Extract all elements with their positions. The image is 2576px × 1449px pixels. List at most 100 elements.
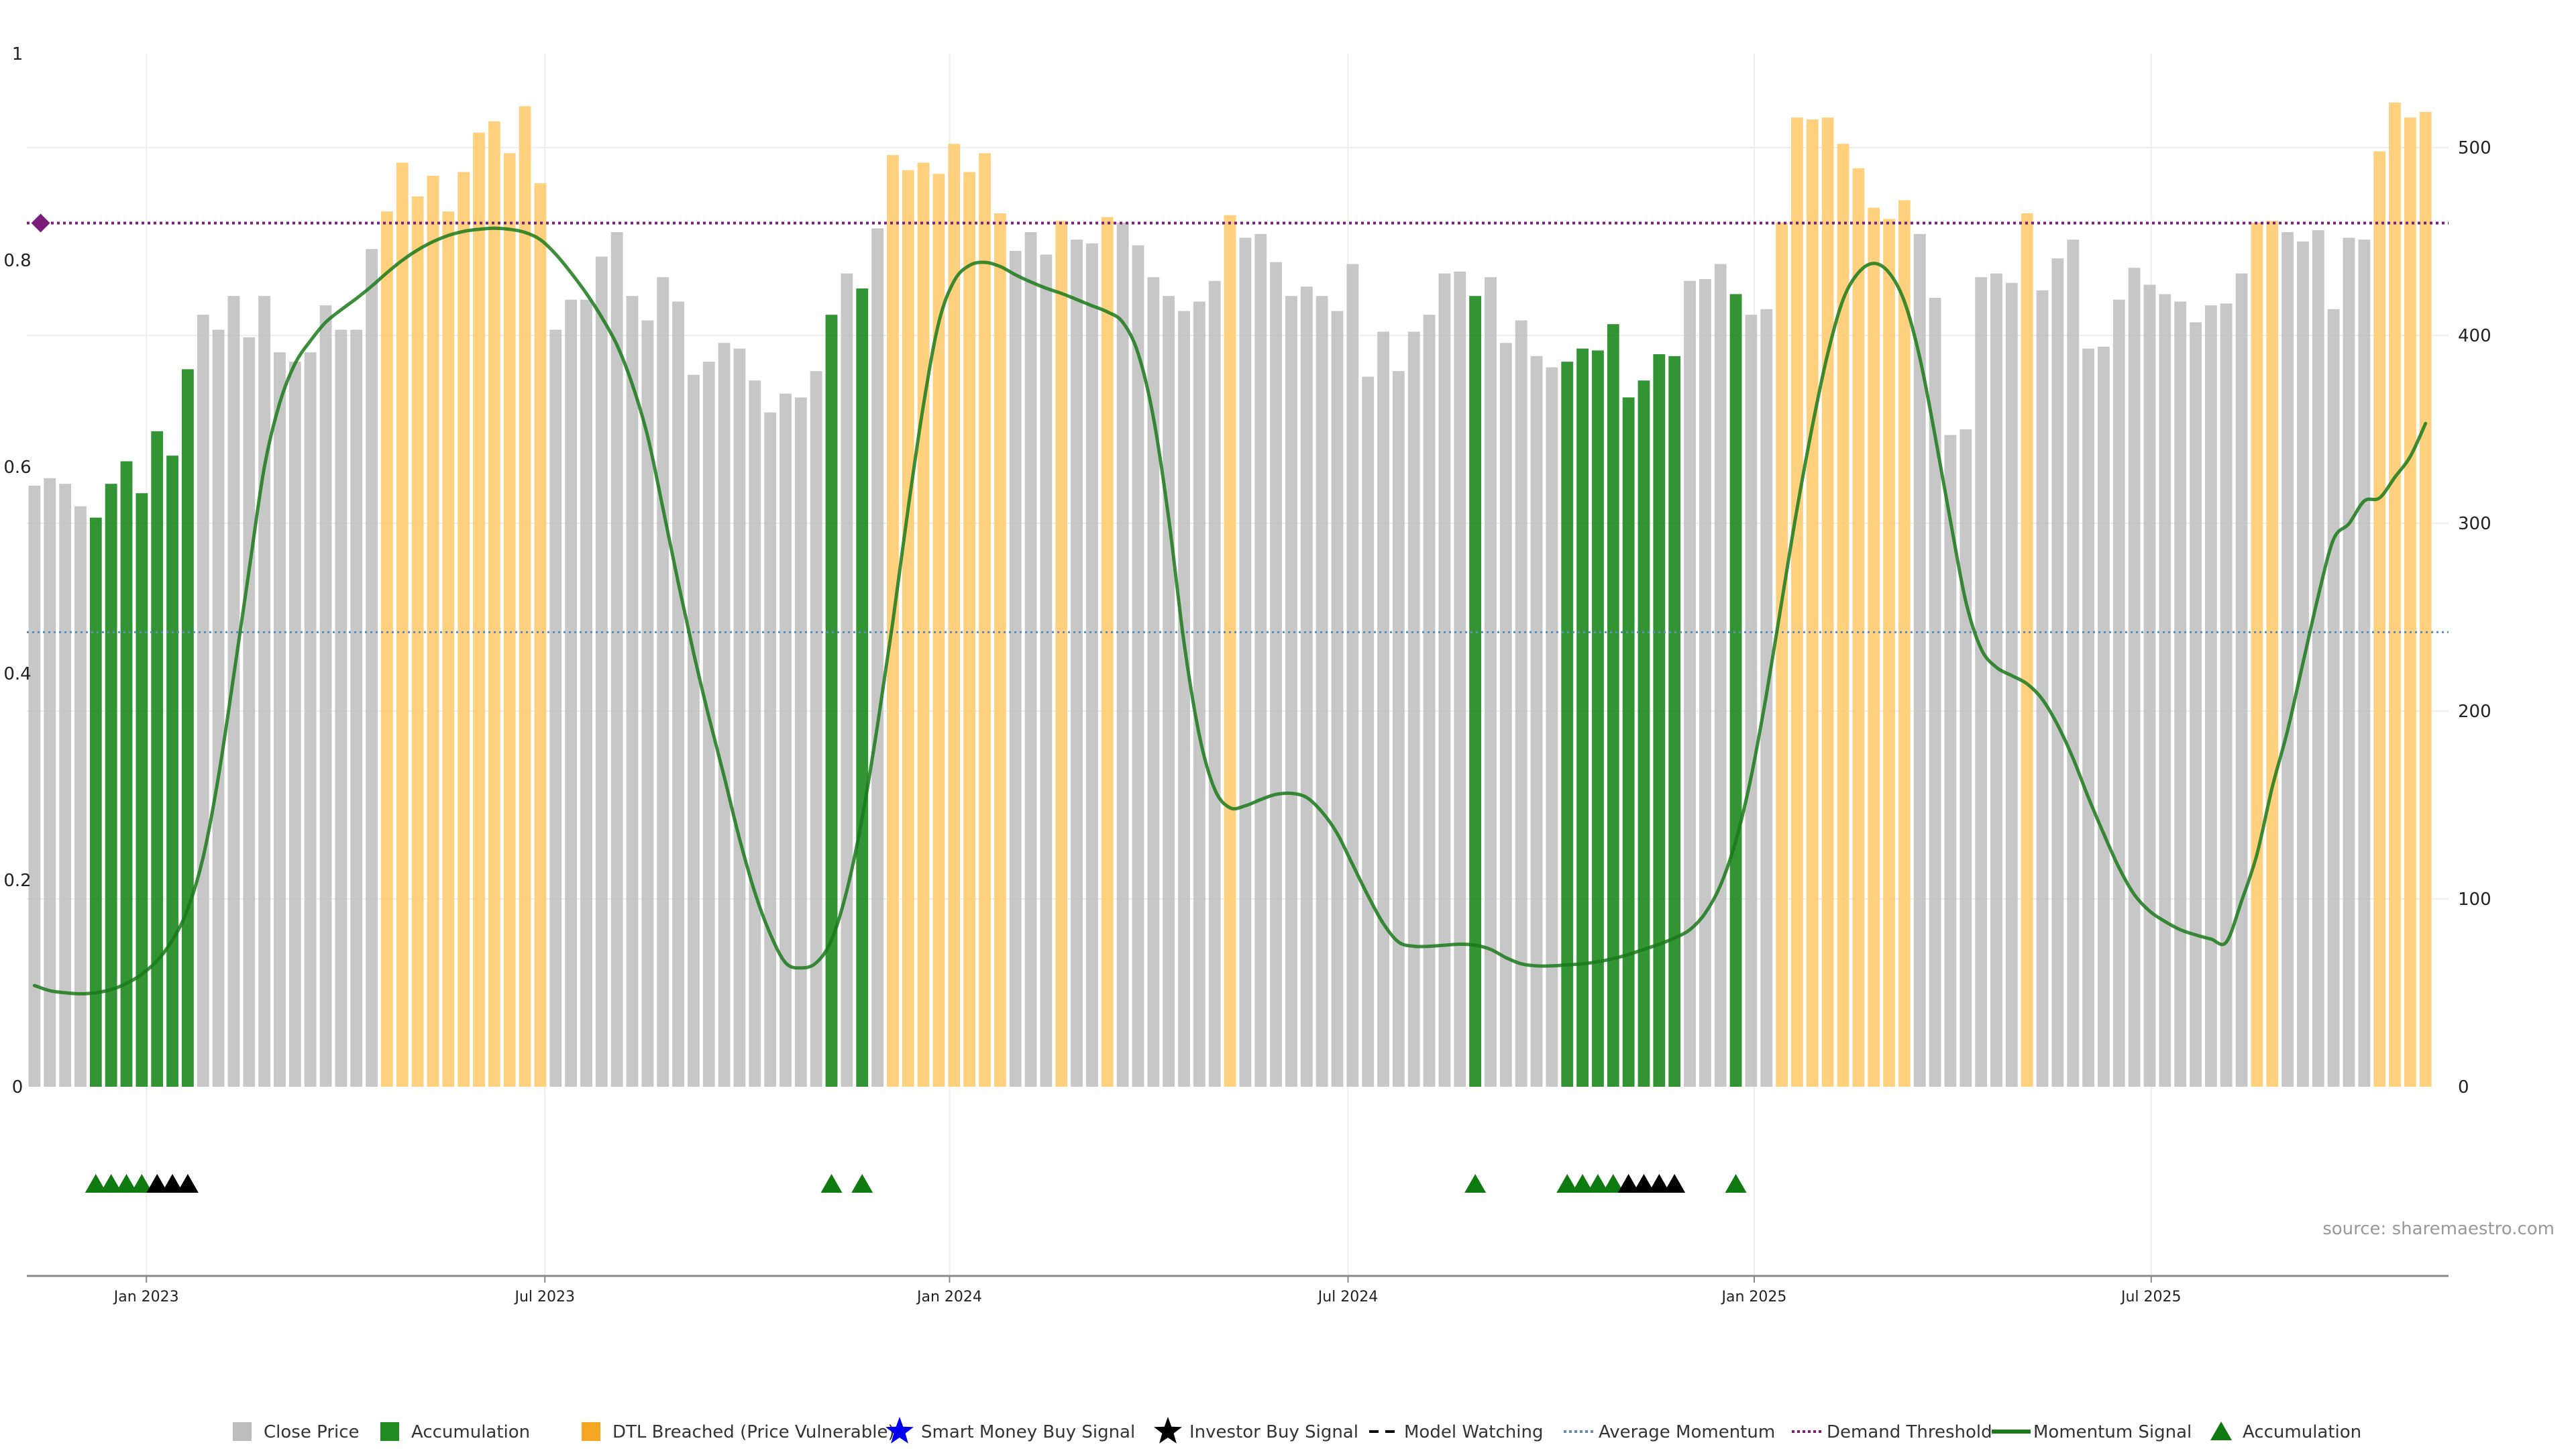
source-label: source: sharemaestro.com xyxy=(2322,1219,2555,1239)
accumulation-bar xyxy=(1592,350,1604,1087)
close-price-bar xyxy=(1163,296,1175,1087)
dtl-breached-bar xyxy=(381,211,393,1087)
dtl-breached-bar xyxy=(2389,102,2401,1087)
close-price-bar xyxy=(1239,237,1252,1087)
close-price-bar xyxy=(1546,367,1558,1087)
close-price-bar xyxy=(1132,245,1144,1087)
dtl-breached-bar xyxy=(1898,200,1911,1087)
close-price-bar xyxy=(641,320,654,1087)
right-axis-tick-label: 400 xyxy=(2458,326,2491,346)
close-price-bar xyxy=(1745,315,1758,1087)
investor-signal-marker xyxy=(1617,1174,1640,1193)
legend-investor-buy-signal-icon xyxy=(1154,1417,1182,1444)
dtl-breached-bar xyxy=(2419,111,2432,1087)
accumulation-signal-marker xyxy=(1602,1174,1624,1193)
close-price-bar xyxy=(2190,322,2202,1087)
accumulation-signal-marker xyxy=(115,1174,138,1193)
right-axis-tick-label: 100 xyxy=(2458,890,2491,910)
right-axis-tick-label: 200 xyxy=(2458,702,2491,722)
x-axis-tick-label: Jul 2023 xyxy=(514,1289,576,1305)
dtl-breached-bar xyxy=(488,121,500,1087)
dtl-breached-bar xyxy=(1101,217,1114,1087)
dtl-breached-bar xyxy=(2266,221,2279,1087)
close-price-bar xyxy=(28,486,41,1087)
price-bars xyxy=(28,102,2432,1087)
close-price-bar xyxy=(2051,258,2064,1087)
axes: 0 0.2 0.4 0.6 0.8 1 0 100 200 300 400 500 Jan 2023 Ju… xyxy=(3,44,2491,1305)
close-price-bar xyxy=(1377,331,1389,1087)
dtl-breached-bar xyxy=(411,196,424,1087)
dtl-breached-bar xyxy=(902,170,914,1087)
dtl-breached-bar xyxy=(473,132,485,1087)
accumulation-bar xyxy=(1638,380,1650,1087)
close-price-bar xyxy=(1178,311,1190,1087)
close-price-bar xyxy=(212,329,225,1087)
dtl-breached-bar xyxy=(534,183,547,1087)
close-price-bar xyxy=(1362,376,1375,1087)
left-axis-tick-label: 1 xyxy=(12,44,23,64)
close-price-bar xyxy=(74,506,87,1087)
investor-signal-marker xyxy=(1633,1174,1655,1193)
close-price-bar xyxy=(288,362,301,1087)
legend-investor-buy-signal-label: Investor Buy Signal xyxy=(1189,1422,1358,1442)
close-price-bar xyxy=(1392,371,1405,1087)
legend-momentum-signal-label: Momentum Signal xyxy=(2033,1422,2192,1442)
accumulation-bar xyxy=(120,461,133,1087)
x-axis-tick-label: Jul 2024 xyxy=(1317,1289,1379,1305)
close-price-bar xyxy=(243,337,256,1087)
close-price-bar xyxy=(59,484,72,1087)
accumulation-signal-marker xyxy=(100,1174,122,1193)
close-price-bar xyxy=(1913,233,1926,1087)
close-price-bar xyxy=(580,299,592,1087)
close-price-bar xyxy=(1040,254,1053,1087)
legend-demand-threshold-label: Demand Threshold xyxy=(1827,1422,1992,1442)
accumulation-bar xyxy=(1561,362,1574,1087)
dtl-breached-bar xyxy=(1055,221,1068,1087)
close-price-bar xyxy=(565,299,578,1087)
accumulation-bar xyxy=(825,315,838,1087)
close-price-bar xyxy=(44,478,56,1087)
dtl-breached-bar xyxy=(963,172,976,1087)
dtl-breached-bar xyxy=(917,162,930,1087)
dtl-breached-bar xyxy=(948,144,961,1087)
close-price-bar xyxy=(2159,294,2171,1087)
close-price-bar xyxy=(2312,230,2324,1087)
close-price-bar xyxy=(2082,348,2094,1087)
close-price-bar xyxy=(1530,356,1543,1087)
close-price-bar xyxy=(1699,279,1711,1087)
close-price-bar xyxy=(1316,296,1328,1087)
close-price-bar xyxy=(1086,243,1098,1087)
close-price-bar xyxy=(687,374,700,1087)
legend-dtl-breached-price-vulnerable-swatch xyxy=(582,1422,600,1441)
dtl-breached-bar xyxy=(979,153,991,1087)
accumulation-signal-marker xyxy=(1725,1174,1747,1193)
legend-average-momentum-label: Average Momentum xyxy=(1599,1422,1775,1442)
legend-dtl-breached-price-vulnerable-label: DTL Breached (Price Vulnerable) xyxy=(612,1422,895,1442)
close-price-bar xyxy=(1208,280,1221,1087)
right-axis-tick-label: 300 xyxy=(2458,514,2491,534)
close-price-bar xyxy=(1254,233,1267,1087)
close-price-bar xyxy=(1300,286,1313,1087)
close-price-bar xyxy=(1960,429,1972,1087)
accumulation-bar xyxy=(181,369,194,1087)
legend-close-price-swatch xyxy=(233,1422,252,1441)
legend-smart-money-buy-signal-label: Smart Money Buy Signal xyxy=(921,1422,1135,1442)
close-price-bar xyxy=(733,348,746,1087)
investor-signal-marker xyxy=(1648,1174,1670,1193)
close-price-bar xyxy=(1331,311,1344,1087)
accumulation-bar xyxy=(151,431,164,1087)
accumulation-bar xyxy=(1668,356,1681,1087)
x-axis-tick-label: Jan 2024 xyxy=(916,1289,982,1305)
accumulation-bar xyxy=(1576,348,1589,1087)
legend-smart-money-buy-signal-icon xyxy=(885,1417,914,1444)
close-price-bar xyxy=(2204,305,2217,1087)
accumulation-bar xyxy=(1469,296,1482,1087)
accumulation-bar xyxy=(1607,324,1619,1087)
close-price-bar xyxy=(2143,284,2156,1087)
dtl-breached-bar xyxy=(1837,144,1849,1087)
dtl-breached-bar xyxy=(396,162,409,1087)
accumulation-signal-marker xyxy=(1572,1174,1594,1193)
accumulation-bar xyxy=(1653,354,1666,1087)
close-price-bar xyxy=(749,380,761,1087)
close-price-bar xyxy=(197,315,209,1087)
